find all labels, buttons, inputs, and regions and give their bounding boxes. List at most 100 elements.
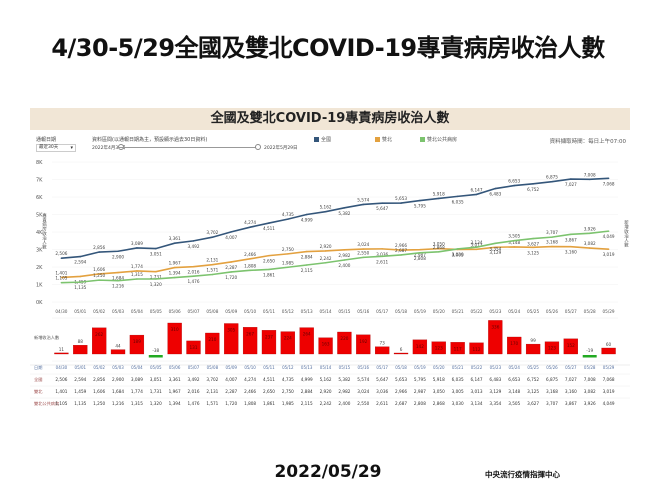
table-cell: 3,051	[150, 377, 162, 382]
data-label: 1,967	[169, 261, 181, 266]
bar[interactable]	[431, 341, 446, 355]
table-cell: 3,702	[206, 377, 218, 382]
bar[interactable]	[148, 355, 163, 358]
bar[interactable]	[601, 347, 616, 355]
x-tick-label: 05/20	[433, 309, 445, 314]
range-slider-track[interactable]	[118, 147, 258, 148]
bar[interactable]	[73, 345, 88, 355]
table-cell: 4,274	[244, 377, 256, 382]
bar[interactable]	[205, 332, 220, 355]
dashboard-panel: 全國及雙北COVID-19專責病房收治人數 通報日期 最近30天 ▾ 資料區間(…	[30, 108, 630, 413]
bar[interactable]	[412, 339, 428, 355]
bar[interactable]	[92, 327, 107, 355]
data-label: 7,008	[584, 172, 596, 177]
legend-item-taipei[interactable]: 雙北	[375, 136, 392, 143]
table-cell: 6,147	[471, 377, 483, 382]
data-label: 7,068	[603, 181, 615, 186]
bar[interactable]	[488, 320, 503, 355]
legend-item-national[interactable]: 全國	[314, 136, 331, 143]
table-cell: 1,216	[112, 401, 124, 406]
y-tick-label: 3K	[36, 248, 43, 254]
data-label: 1,774	[131, 264, 143, 269]
table-cell: 4,007	[225, 377, 237, 382]
data-label: 3,627	[527, 242, 539, 247]
table-cell: 3,030	[452, 401, 464, 406]
x-tick-label: 05/25	[527, 309, 539, 314]
table-header-cell: 05/13	[301, 365, 313, 370]
table-cell: 1,571	[206, 401, 218, 406]
table-header-cell: 05/29	[603, 365, 615, 370]
bar[interactable]	[318, 337, 333, 355]
period-select[interactable]: 最近30天 ▾	[36, 144, 76, 152]
bar[interactable]	[375, 346, 390, 355]
table-cell: 3,125	[527, 389, 539, 394]
bar[interactable]	[393, 352, 409, 355]
data-label: 1,135	[74, 285, 86, 290]
bar[interactable]	[544, 341, 560, 355]
bar[interactable]	[167, 322, 182, 355]
bar[interactable]	[186, 340, 201, 355]
table-cell: 2,016	[188, 389, 200, 394]
legend-item-taipei-public[interactable]: 雙北公共病房	[420, 136, 457, 143]
bar-label: 152	[567, 343, 575, 348]
bar[interactable]	[280, 331, 295, 355]
table-cell: 6,483	[489, 377, 501, 382]
bar[interactable]	[242, 327, 258, 355]
data-label: 3,361	[169, 236, 181, 241]
bar-label: 237	[265, 334, 273, 339]
bar[interactable]	[563, 338, 578, 355]
table-header-cell: 05/14	[320, 365, 332, 370]
data-label: 4,735	[282, 212, 294, 217]
bar[interactable]	[525, 343, 541, 355]
table-cell: 3,005	[452, 389, 464, 394]
bar[interactable]	[110, 349, 126, 355]
period-select-value: 最近30天	[39, 145, 59, 150]
data-label: 2,966	[395, 243, 407, 248]
data-label: 1,731	[150, 275, 162, 280]
data-label: 2,868	[433, 245, 445, 250]
x-tick-label: 05/09	[225, 309, 237, 314]
data-label: 6,752	[527, 187, 539, 192]
table-cell: 2,242	[320, 401, 332, 406]
x-tick-label: 05/14	[320, 309, 332, 314]
table-header-cell: 05/19	[414, 365, 426, 370]
bar-label: 220	[340, 336, 348, 341]
table-cell: 3,505	[508, 401, 520, 406]
data-label: 1,250	[93, 273, 105, 278]
data-label: 2,687	[395, 248, 407, 253]
bar[interactable]	[469, 342, 484, 355]
bar[interactable]	[507, 336, 522, 355]
bar[interactable]	[582, 355, 597, 358]
data-label: 1,606	[93, 267, 105, 272]
table-header: 日期	[34, 365, 42, 371]
x-tick-label: 05/12	[282, 309, 294, 314]
bar[interactable]	[54, 352, 69, 355]
bar[interactable]	[337, 331, 352, 355]
y-tick-label: 2K	[36, 265, 43, 271]
range-slider-end-handle[interactable]	[255, 144, 261, 150]
bar[interactable]	[224, 323, 239, 355]
data-label: 4,049	[603, 234, 615, 239]
bar[interactable]	[356, 334, 371, 355]
table-cell: 3,082	[584, 389, 596, 394]
bar[interactable]	[261, 330, 277, 355]
table-cell: 2,987	[414, 389, 426, 394]
data-label: 1,571	[206, 268, 218, 273]
data-label: 3,089	[131, 241, 143, 246]
bar[interactable]	[299, 327, 314, 355]
data-label: 1,985	[282, 260, 294, 265]
data-label: 2,550	[357, 250, 369, 255]
data-label: 2,900	[112, 254, 124, 259]
data-label: 1,720	[225, 275, 237, 280]
bar[interactable]	[450, 342, 465, 355]
data-label: 3,129	[489, 250, 501, 255]
data-label: 3,030	[452, 252, 464, 257]
x-tick-label: 05/23	[489, 309, 501, 314]
data-label: 2,808	[414, 256, 426, 261]
bar[interactable]	[129, 334, 145, 355]
y-tick-label: 4K	[36, 230, 43, 236]
table-cell: 4,999	[301, 377, 313, 382]
data-label: 1,394	[169, 271, 181, 276]
data-label: 2,856	[93, 245, 105, 250]
data-label: 3,926	[584, 226, 596, 231]
